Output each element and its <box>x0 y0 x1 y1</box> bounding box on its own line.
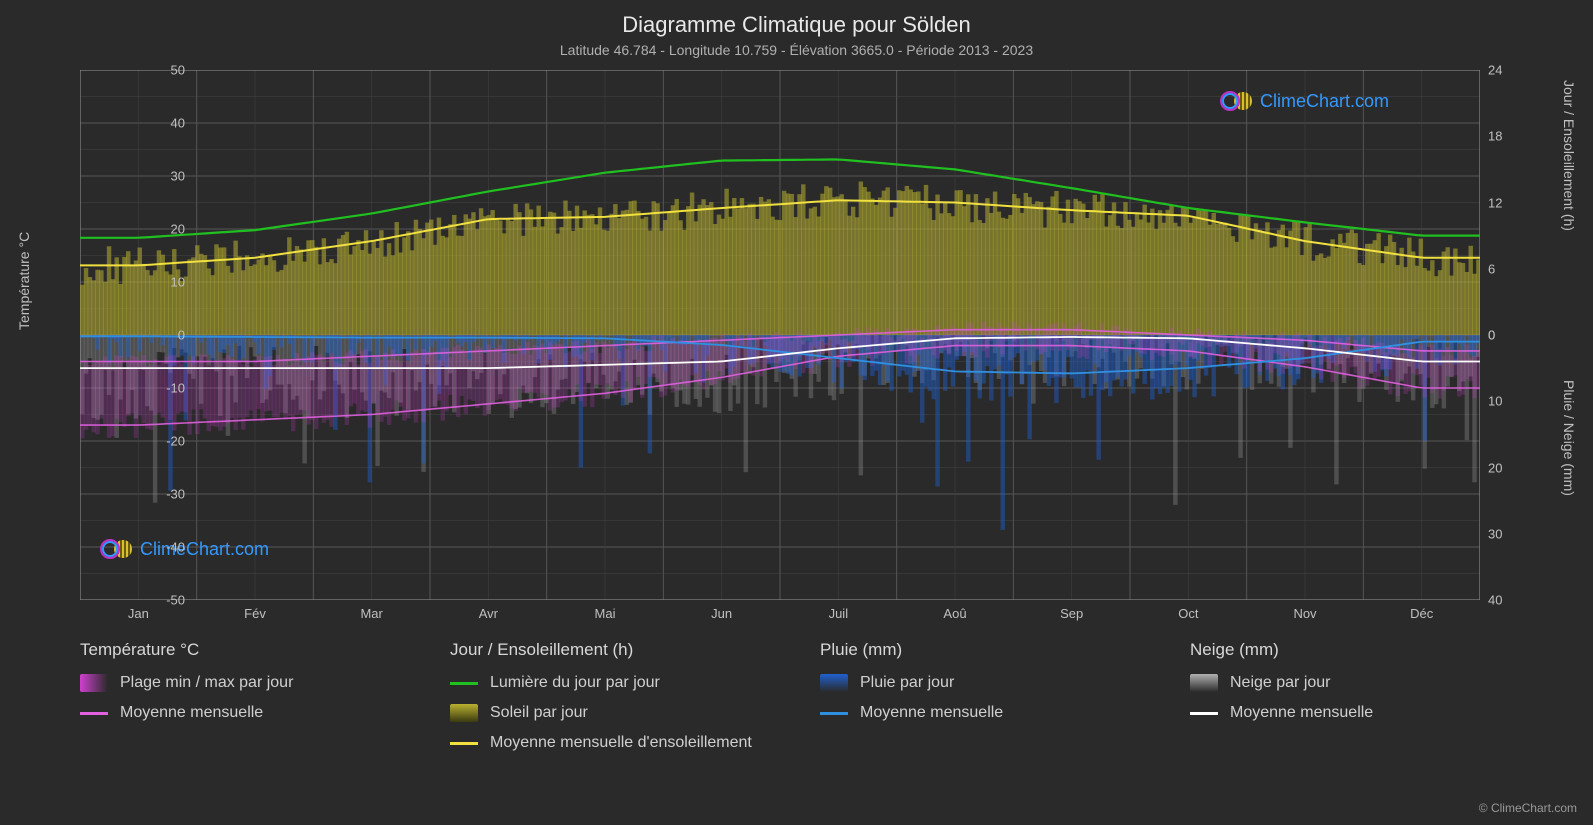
x-tick-month: Fév <box>244 606 266 621</box>
legend-col-temp: Température °C Plage min / max par jour … <box>80 640 410 752</box>
legend-col-rain: Pluie (mm) Pluie par jour Moyenne mensue… <box>820 640 1150 752</box>
y-tick-left: 20 <box>145 222 185 237</box>
chart-plot-area <box>80 70 1480 600</box>
y-tick-right: 10 <box>1488 394 1528 409</box>
y-tick-right: 6 <box>1488 261 1528 276</box>
y-tick-right: 0 <box>1488 328 1528 343</box>
y-axis-right-bot-label: Pluie / Neige (mm) <box>1561 380 1577 496</box>
y-tick-left: -30 <box>145 487 185 502</box>
y-tick-left: -20 <box>145 434 185 449</box>
x-tick-month: Oct <box>1178 606 1198 621</box>
x-tick-month: Mar <box>360 606 382 621</box>
legend-label: Soleil par jour <box>490 704 588 722</box>
y-tick-left: -40 <box>145 540 185 555</box>
x-tick-month: Aoû <box>943 606 966 621</box>
climechart-logo-icon <box>1220 90 1252 112</box>
climechart-logo-icon <box>100 538 132 560</box>
legend-temp-header: Température °C <box>80 640 410 660</box>
swatch-snow-avg-icon <box>1190 712 1218 715</box>
legend-daylight: Lumière du jour par jour <box>450 674 780 692</box>
x-tick-month: Juil <box>829 606 849 621</box>
legend-sun-avg: Moyenne mensuelle d'ensoleillement <box>450 734 780 752</box>
x-tick-month: Jun <box>711 606 732 621</box>
chart-container: Diagramme Climatique pour Sölden Latitud… <box>0 0 1593 825</box>
legend: Température °C Plage min / max par jour … <box>80 640 1520 752</box>
copyright: © ClimeChart.com <box>1479 801 1577 815</box>
legend-day-header: Jour / Ensoleillement (h) <box>450 640 780 660</box>
swatch-daylight-icon <box>450 682 478 685</box>
y-tick-left: 10 <box>145 275 185 290</box>
legend-label: Plage min / max par jour <box>120 674 293 692</box>
legend-rain-bar: Pluie par jour <box>820 674 1150 692</box>
legend-snow-header: Neige (mm) <box>1190 640 1520 660</box>
swatch-sun-avg-icon <box>450 742 478 745</box>
y-tick-right: 12 <box>1488 195 1528 210</box>
x-tick-month: Sep <box>1060 606 1083 621</box>
swatch-rain-avg-icon <box>820 712 848 715</box>
legend-temp-avg: Moyenne mensuelle <box>80 704 410 722</box>
y-tick-left: 30 <box>145 169 185 184</box>
x-tick-month: Avr <box>479 606 498 621</box>
swatch-sun-icon <box>450 704 478 722</box>
legend-snow-bar: Neige par jour <box>1190 674 1520 692</box>
y-tick-left: 50 <box>145 63 185 78</box>
y-tick-right: 40 <box>1488 593 1528 608</box>
y-tick-left: 0 <box>145 328 185 343</box>
legend-label: Neige par jour <box>1230 674 1331 692</box>
swatch-rain-icon <box>820 674 848 692</box>
legend-label: Moyenne mensuelle <box>860 704 1003 722</box>
legend-snow-avg: Moyenne mensuelle <box>1190 704 1520 722</box>
y-tick-left: 40 <box>145 116 185 131</box>
x-tick-month: Nov <box>1293 606 1316 621</box>
y-tick-left: -10 <box>145 381 185 396</box>
x-tick-month: Déc <box>1410 606 1433 621</box>
x-tick-month: Jan <box>128 606 149 621</box>
legend-label: Moyenne mensuelle <box>120 704 263 722</box>
legend-label: Pluie par jour <box>860 674 954 692</box>
y-axis-right-top-label: Jour / Ensoleillement (h) <box>1561 80 1577 231</box>
watermark-top: ClimeChart.com <box>1220 90 1389 112</box>
legend-sun-bar: Soleil par jour <box>450 704 780 722</box>
legend-rain-header: Pluie (mm) <box>820 640 1150 660</box>
legend-temp-range: Plage min / max par jour <box>80 674 410 692</box>
legend-col-day: Jour / Ensoleillement (h) Lumière du jou… <box>450 640 780 752</box>
legend-label: Lumière du jour par jour <box>490 674 660 692</box>
legend-label: Moyenne mensuelle <box>1230 704 1373 722</box>
swatch-temp-avg-icon <box>80 712 108 715</box>
y-tick-right: 24 <box>1488 63 1528 78</box>
y-tick-right: 18 <box>1488 129 1528 144</box>
y-axis-left-label: Température °C <box>16 232 32 330</box>
legend-col-snow: Neige (mm) Neige par jour Moyenne mensue… <box>1190 640 1520 752</box>
watermark-text: ClimeChart.com <box>1260 91 1389 112</box>
y-tick-right: 20 <box>1488 460 1528 475</box>
chart-svg <box>80 70 1480 600</box>
y-tick-right: 30 <box>1488 526 1528 541</box>
y-tick-left: -50 <box>145 593 185 608</box>
legend-rain-avg: Moyenne mensuelle <box>820 704 1150 722</box>
legend-label: Moyenne mensuelle d'ensoleillement <box>490 734 752 752</box>
swatch-temp-range-icon <box>80 674 108 692</box>
chart-subtitle: Latitude 46.784 - Longitude 10.759 - Élé… <box>0 38 1593 58</box>
x-tick-month: Mai <box>595 606 616 621</box>
swatch-snow-icon <box>1190 674 1218 692</box>
chart-title: Diagramme Climatique pour Sölden <box>0 0 1593 38</box>
